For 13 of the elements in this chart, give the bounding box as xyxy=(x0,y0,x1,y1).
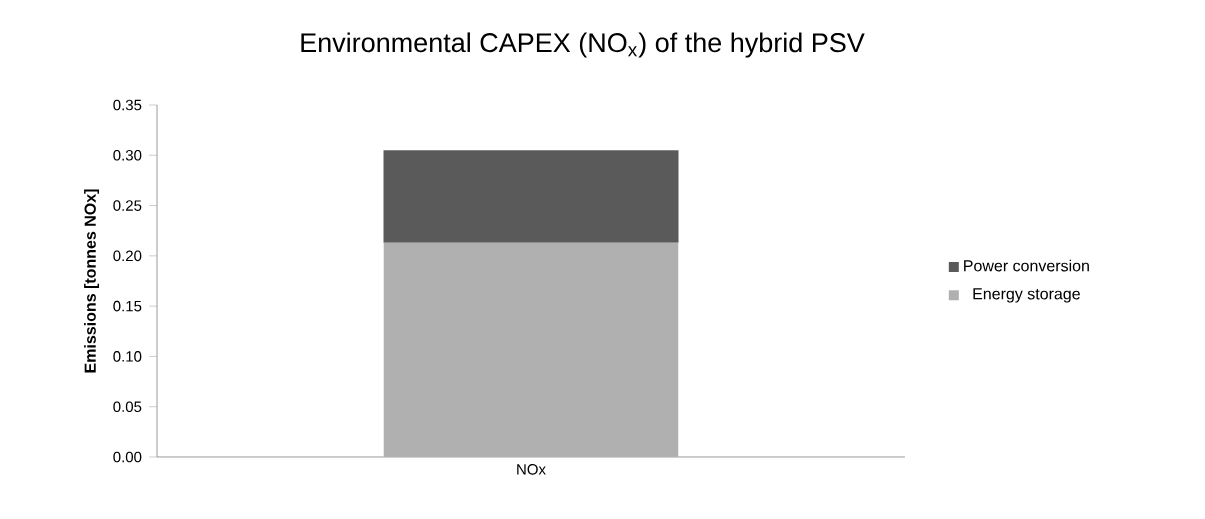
y-tick-label: 0.05 xyxy=(113,401,142,413)
y-tick-label: 0.20 xyxy=(113,250,142,262)
y-tick-label: 0.15 xyxy=(113,300,142,312)
y-tick-label: 0.10 xyxy=(113,351,142,362)
x-tick-label: NOx xyxy=(517,464,546,475)
chart-title: Environmental CAPEX (NO$_{x}$) of the hybrid PSV xyxy=(301,32,865,58)
y-tick-label: 0.25 xyxy=(113,200,142,211)
y-tick-label: 0.30 xyxy=(113,149,142,161)
y-tick-label: 0.35 xyxy=(113,99,142,111)
y-axis-title: Emissions [tonnes NOx] xyxy=(84,189,100,373)
y-tick-label: 0.00 xyxy=(113,451,142,463)
legend-label: Power conversion xyxy=(964,259,1089,272)
legend-label: Energy storage xyxy=(973,288,1080,303)
